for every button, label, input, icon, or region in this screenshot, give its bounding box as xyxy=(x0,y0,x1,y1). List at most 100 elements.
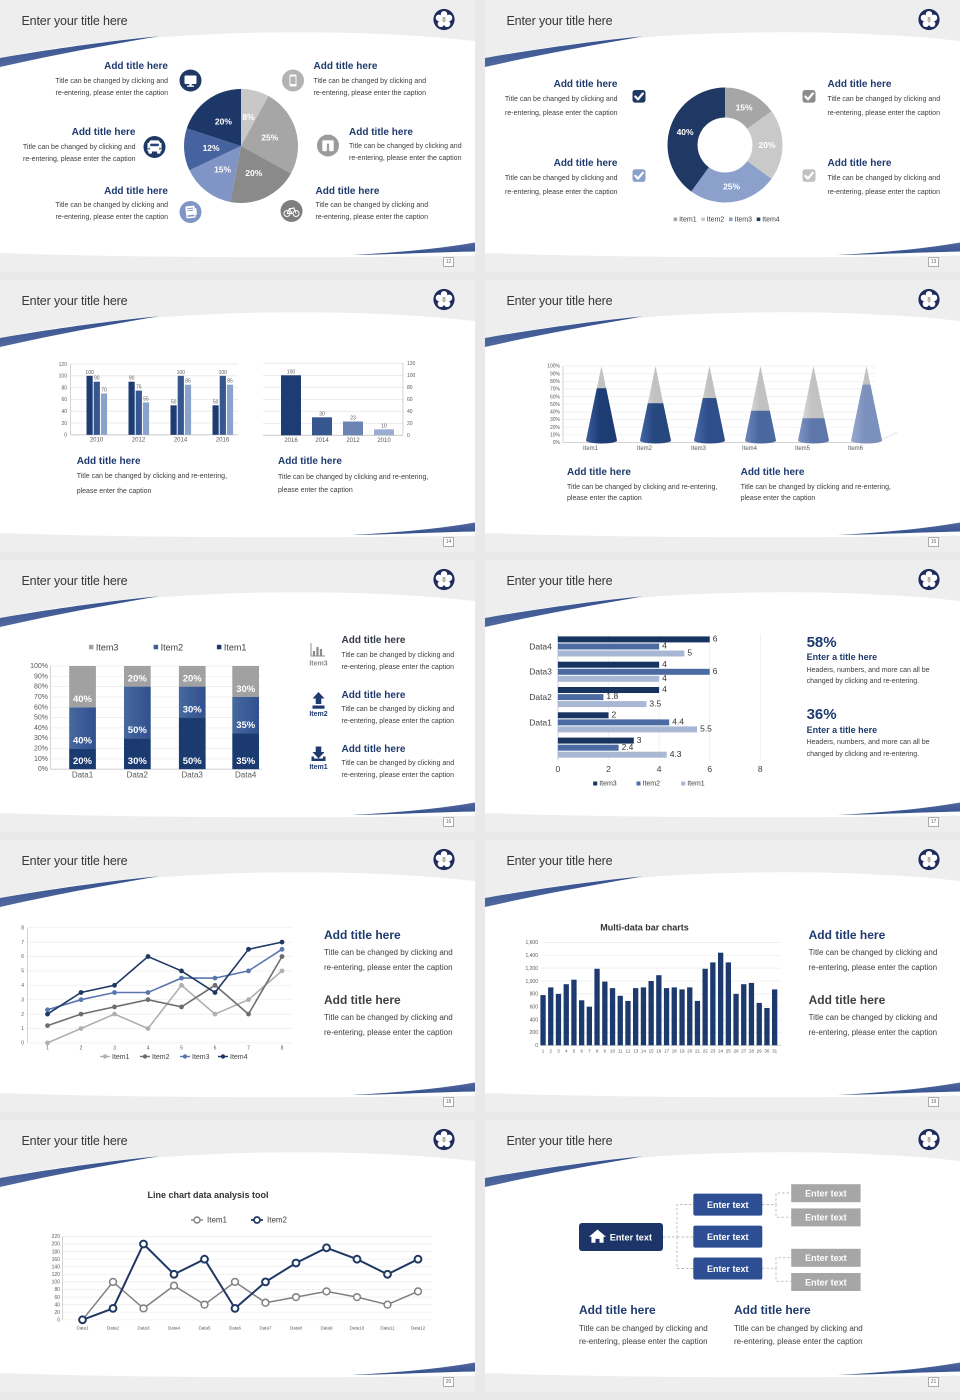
svg-text:Data3: Data3 xyxy=(529,667,552,677)
svg-text:20%: 20% xyxy=(34,746,48,753)
svg-text:25%: 25% xyxy=(723,182,740,192)
svg-text:26: 26 xyxy=(734,1048,740,1053)
svg-text:5: 5 xyxy=(21,969,24,975)
svg-text:Data5: Data5 xyxy=(198,1326,211,1331)
svg-text:40%: 40% xyxy=(550,410,561,416)
svg-text:Item1: Item1 xyxy=(207,1216,228,1225)
svg-text:40: 40 xyxy=(61,409,67,415)
svg-text:Item1: Item1 xyxy=(679,217,697,224)
svg-text:Enter text: Enter text xyxy=(610,1233,652,1243)
svg-text:Data1: Data1 xyxy=(72,771,94,780)
svg-text:7: 7 xyxy=(21,940,24,946)
svg-text:2: 2 xyxy=(612,710,617,720)
svg-text:50%: 50% xyxy=(128,725,148,736)
svg-text:100%: 100% xyxy=(547,364,560,370)
svg-text:40: 40 xyxy=(407,409,413,415)
svg-text:Item4: Item4 xyxy=(762,217,780,224)
svg-text:30: 30 xyxy=(764,1048,770,1053)
svg-text:2: 2 xyxy=(21,1012,24,1018)
svg-text:Multi-data bar charts: Multi-data bar charts xyxy=(600,923,689,933)
svg-text:2014: 2014 xyxy=(315,438,329,444)
svg-text:12: 12 xyxy=(625,1048,631,1053)
svg-text:20%: 20% xyxy=(183,674,203,685)
svg-text:Item2: Item2 xyxy=(152,1054,170,1061)
svg-text:8: 8 xyxy=(596,1048,599,1053)
svg-text:Data6: Data6 xyxy=(229,1326,242,1331)
svg-text:1,400: 1,400 xyxy=(525,953,538,959)
svg-text:Item1: Item1 xyxy=(583,446,599,452)
svg-text:4: 4 xyxy=(21,983,24,989)
svg-text:10: 10 xyxy=(610,1048,616,1053)
svg-text:Item3: Item3 xyxy=(192,1054,210,1061)
svg-text:30%: 30% xyxy=(34,735,48,742)
svg-text:4: 4 xyxy=(657,764,662,774)
svg-text:Item2: Item2 xyxy=(643,781,661,788)
svg-text:140: 140 xyxy=(52,1264,61,1270)
svg-text:80: 80 xyxy=(54,1287,60,1293)
svg-text:Data2: Data2 xyxy=(529,692,552,702)
svg-text:60: 60 xyxy=(54,1295,60,1301)
svg-text:50%: 50% xyxy=(550,402,561,408)
svg-text:Data8: Data8 xyxy=(290,1326,303,1331)
svg-text:0%: 0% xyxy=(38,766,48,773)
svg-text:Line chart data analysis tool: Line chart data analysis tool xyxy=(147,1190,268,1200)
svg-text:85: 85 xyxy=(227,379,233,385)
svg-text:Enter text: Enter text xyxy=(707,1200,749,1210)
svg-text:2010: 2010 xyxy=(377,438,391,444)
svg-text:9: 9 xyxy=(604,1048,607,1053)
svg-text:30%: 30% xyxy=(183,705,203,716)
svg-text:1: 1 xyxy=(46,1046,49,1052)
svg-text:50: 50 xyxy=(171,399,177,405)
svg-text:40%: 40% xyxy=(677,127,694,137)
svg-text:60%: 60% xyxy=(34,704,48,711)
svg-text:2: 2 xyxy=(606,764,611,774)
svg-text:15: 15 xyxy=(649,1048,655,1053)
svg-text:27: 27 xyxy=(741,1048,747,1053)
svg-text:21: 21 xyxy=(695,1048,701,1053)
svg-text:20%: 20% xyxy=(550,425,561,431)
svg-text:Enter text: Enter text xyxy=(805,1213,847,1223)
svg-text:25: 25 xyxy=(726,1048,732,1053)
svg-text:11: 11 xyxy=(618,1048,623,1053)
svg-text:90%: 90% xyxy=(34,673,48,680)
svg-text:35%: 35% xyxy=(236,756,256,767)
svg-text:220: 220 xyxy=(52,1234,61,1240)
svg-text:0: 0 xyxy=(407,433,410,439)
svg-text:23: 23 xyxy=(710,1048,716,1053)
svg-text:28: 28 xyxy=(749,1048,755,1053)
svg-text:Enter text: Enter text xyxy=(805,1253,847,1263)
svg-text:Data3: Data3 xyxy=(137,1326,150,1331)
svg-text:0: 0 xyxy=(556,764,561,774)
svg-text:200: 200 xyxy=(52,1242,61,1248)
svg-text:1,000: 1,000 xyxy=(525,979,538,985)
svg-text:Item2: Item2 xyxy=(309,711,327,718)
svg-text:40%: 40% xyxy=(34,725,48,732)
svg-text:20: 20 xyxy=(54,1310,60,1316)
svg-text:70%: 70% xyxy=(550,387,561,393)
svg-text:50%: 50% xyxy=(34,715,48,722)
svg-text:30%: 30% xyxy=(236,684,256,695)
svg-text:Data12: Data12 xyxy=(411,1326,426,1331)
svg-text:100: 100 xyxy=(59,374,68,380)
svg-text:200: 200 xyxy=(530,1030,539,1036)
svg-text:4: 4 xyxy=(662,673,667,683)
svg-text:Item2: Item2 xyxy=(707,217,725,224)
svg-text:0: 0 xyxy=(57,1318,60,1324)
svg-text:120: 120 xyxy=(59,362,68,368)
svg-text:2: 2 xyxy=(80,1046,83,1052)
svg-text:16: 16 xyxy=(656,1048,662,1053)
svg-text:7: 7 xyxy=(247,1046,250,1052)
svg-text:5: 5 xyxy=(573,1048,576,1053)
svg-text:6: 6 xyxy=(580,1048,583,1053)
svg-text:2016: 2016 xyxy=(216,438,230,444)
svg-text:Item4: Item4 xyxy=(742,446,758,452)
svg-text:60: 60 xyxy=(407,397,413,403)
svg-text:7: 7 xyxy=(588,1048,591,1053)
svg-text:50: 50 xyxy=(213,399,219,405)
svg-text:80: 80 xyxy=(61,385,67,391)
svg-text:3: 3 xyxy=(637,735,642,745)
svg-text:0: 0 xyxy=(21,1041,24,1047)
svg-text:4: 4 xyxy=(565,1048,568,1053)
svg-text:90: 90 xyxy=(94,376,100,382)
svg-text:400: 400 xyxy=(530,1017,539,1023)
